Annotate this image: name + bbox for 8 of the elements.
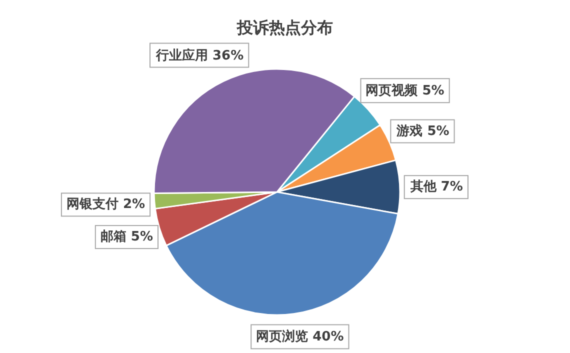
slice-label: 邮箱 5% — [100, 230, 154, 245]
slice-label: 网页浏览 40% — [256, 328, 344, 345]
slice-label: 游戏 5% — [396, 124, 450, 139]
slice-label: 网银支付 2% — [66, 197, 146, 212]
chart-title: 投诉热点分布 — [236, 18, 333, 37]
slice-label: 行业应用 36% — [154, 47, 244, 64]
slice-label: 网页视频 5% — [366, 82, 444, 99]
slice-label: 其他 7% — [409, 180, 463, 195]
